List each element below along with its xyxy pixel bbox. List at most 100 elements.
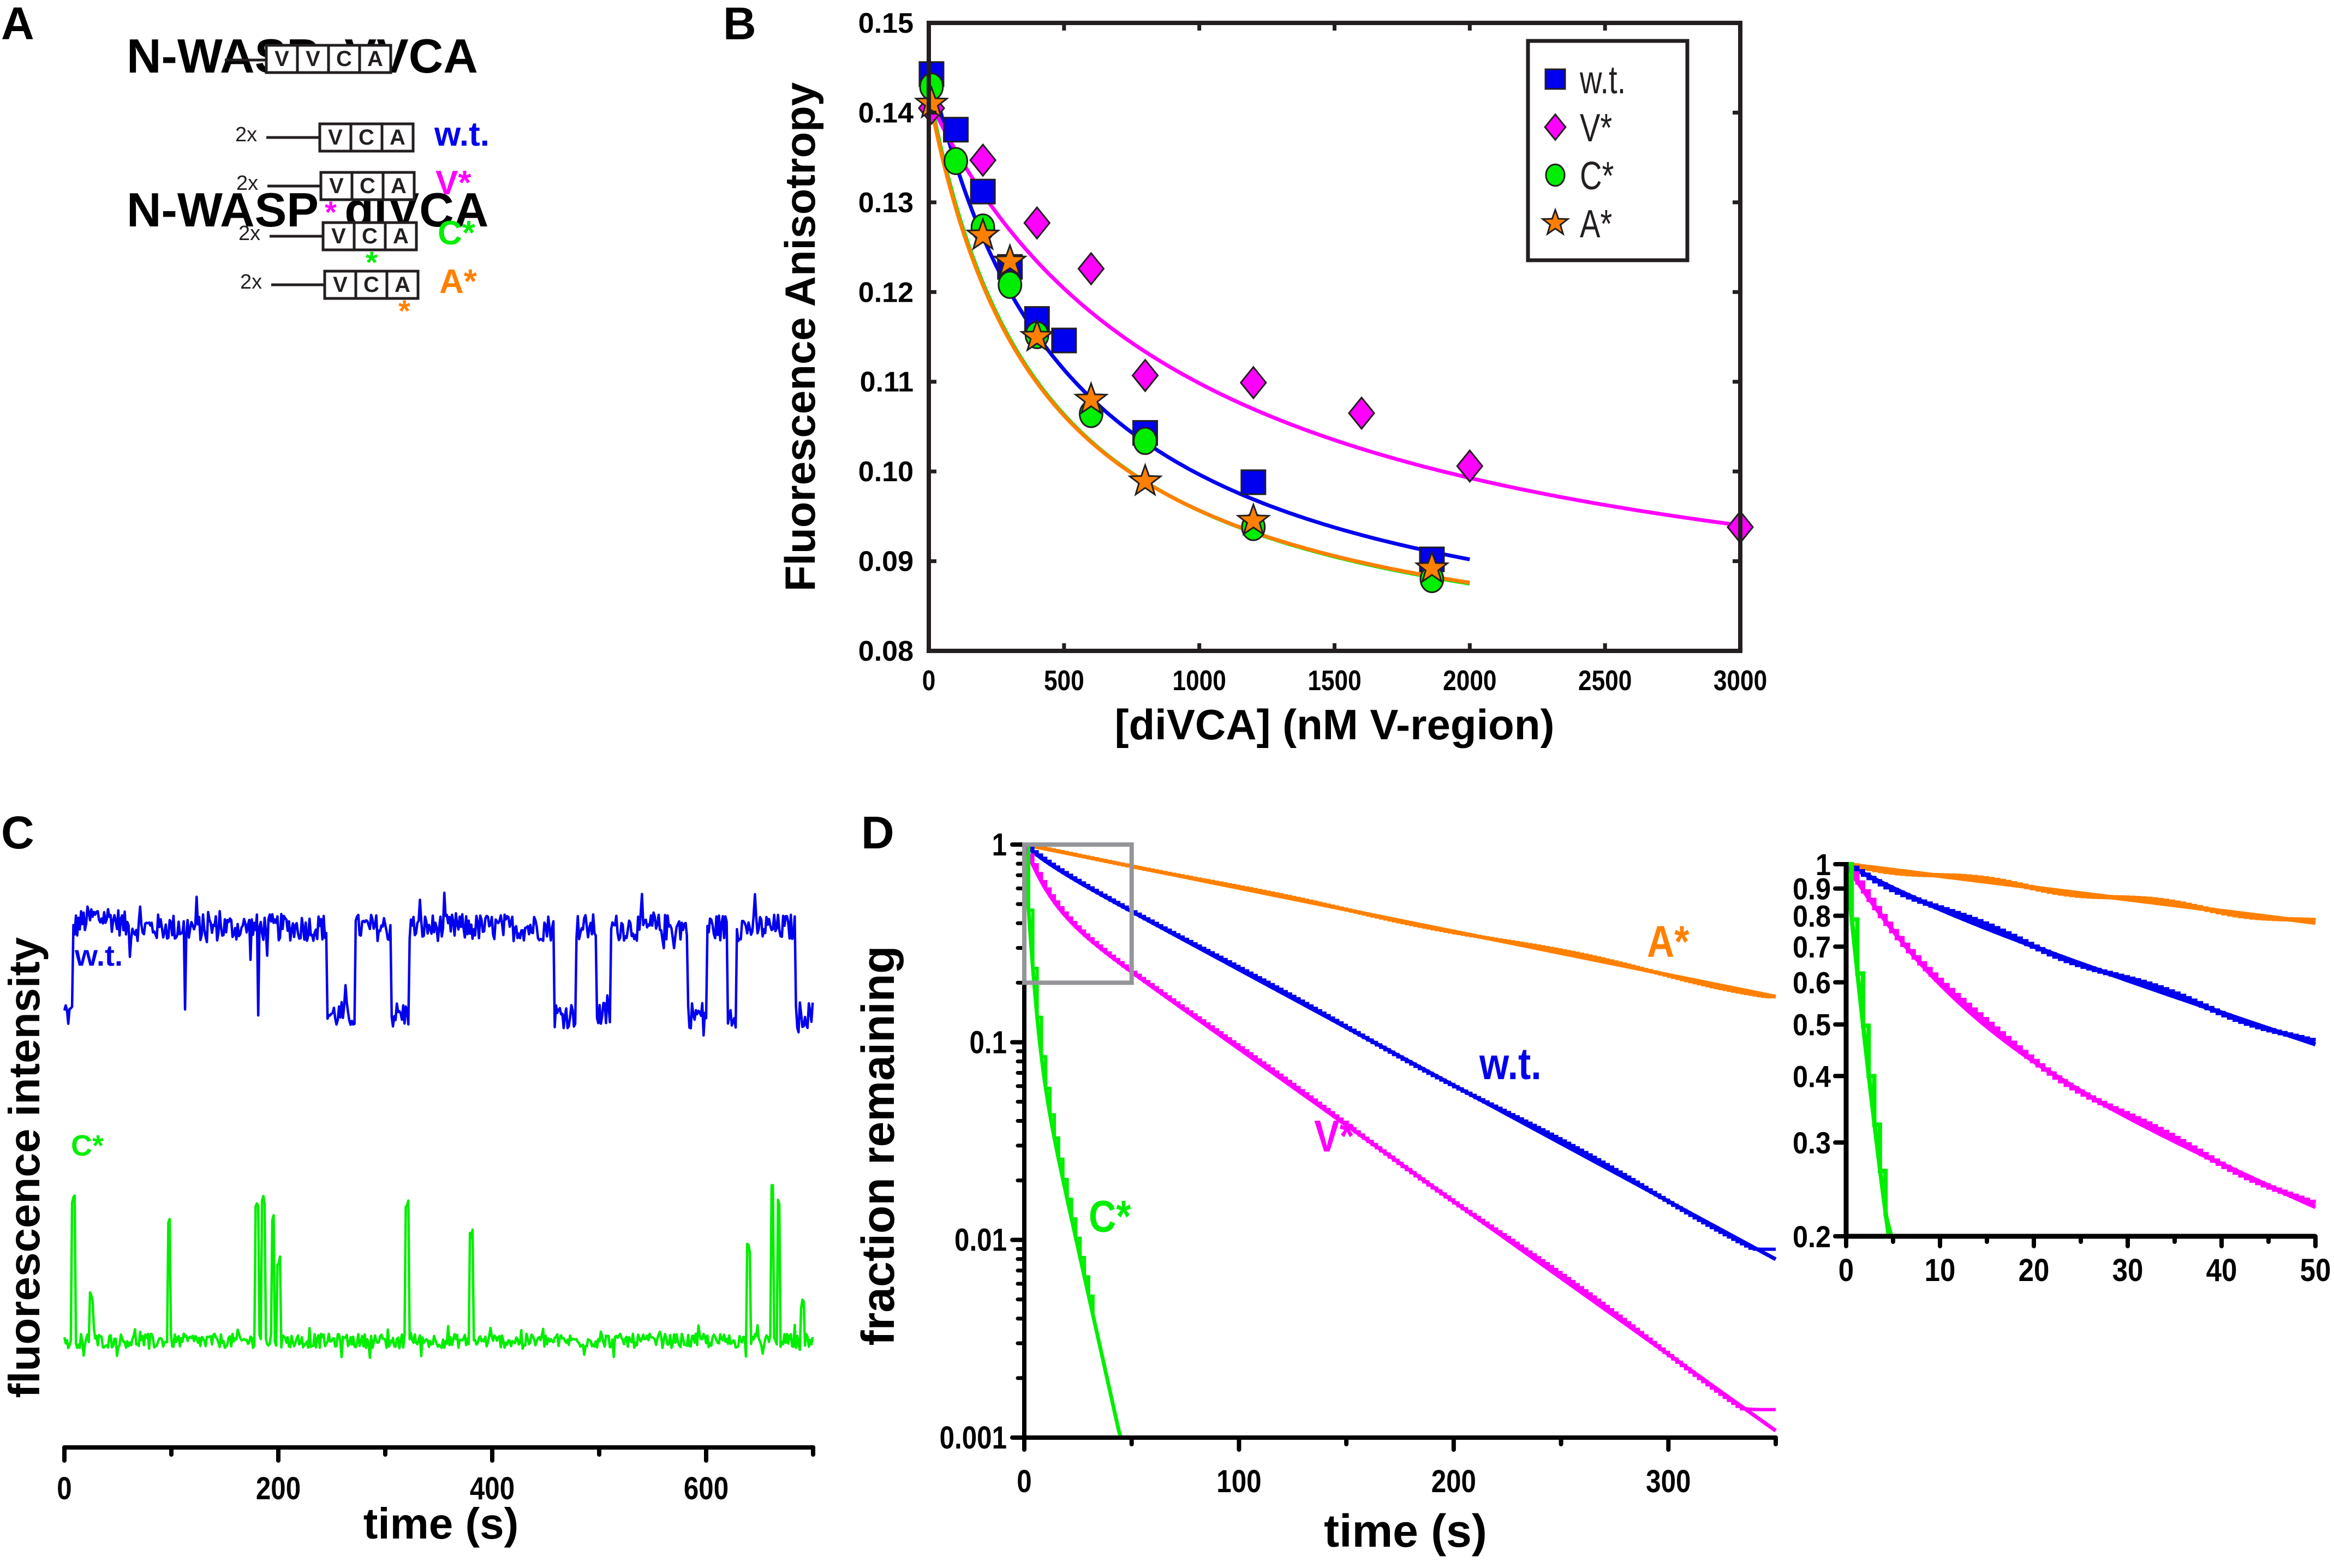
- panel-b-anisotropy-chart: 0 500 1000 1500 2000 2500 3000 0.08 0.09 0.10 0.11…: [776, 8, 1767, 749]
- domain-label: A: [395, 273, 410, 297]
- domain-box-c: [327, 44, 361, 74]
- legend-label: A*: [1580, 202, 1612, 246]
- x-tick-label: 200: [1431, 1464, 1476, 1499]
- y-tick-label: 0.12: [858, 277, 914, 308]
- trace-labels: w.t. C*: [71, 939, 123, 1162]
- x-tick-label: 500: [1044, 665, 1084, 697]
- domain-box-a: [384, 221, 418, 252]
- inset-x-tick-label: 40: [2206, 1253, 2237, 1288]
- data-point-wt: [943, 117, 969, 143]
- fit-curve-a: [927, 94, 1470, 585]
- data-staircase-wt: [1024, 843, 1776, 1251]
- decay-curves: [1022, 842, 1777, 1439]
- x-tick-label: 0: [57, 1471, 71, 1506]
- panel-c-intensity-traces: 0 200 400 600 fluorescence intensity time (…: [0, 891, 815, 1548]
- series-label-a: A*: [1647, 917, 1690, 967]
- domain-box-v: [296, 44, 330, 74]
- y-tick-label: 0.15: [858, 8, 914, 39]
- domain-box-a: [385, 270, 420, 300]
- inset-y-tick-label: 0.9: [1793, 872, 1831, 906]
- series-label-v: V*: [1314, 1111, 1354, 1162]
- x-axis-label: time (s): [1324, 1505, 1487, 1557]
- x-tick-label: 200: [256, 1471, 301, 1506]
- marker-circle: [1545, 163, 1566, 187]
- x-tick-label: 300: [1646, 1464, 1691, 1499]
- variant-label: A*: [439, 263, 477, 301]
- variant-label: V*: [435, 164, 471, 202]
- x-axis: 0 200 400 600: [57, 1445, 815, 1506]
- y-tick-label: 0.14: [858, 97, 914, 129]
- fit-curve-v: [927, 98, 1741, 528]
- y-axis-label: Fluorescence Anisotropy: [776, 82, 824, 591]
- inset-x-tick-label: 30: [2112, 1253, 2144, 1288]
- copy-number-label: 2x: [240, 271, 262, 294]
- data-staircase-v: [1024, 843, 1776, 1411]
- domain-box-v: [318, 122, 353, 153]
- legend-item: A*: [1540, 202, 1612, 246]
- x-axis-label: [diVCA] (nM V-region): [1115, 701, 1555, 749]
- inset-y-tick-label: 0.2: [1793, 1220, 1831, 1254]
- x-tick-label: 400: [470, 1471, 515, 1506]
- domain-label: V: [328, 125, 343, 149]
- data-point-a: [992, 243, 1028, 277]
- inset-chart: 0 10 20 30 40 50 0.2 0.3 0.4 0.5 0.60.70.80.91: [1793, 848, 2331, 1288]
- domain-label: C: [336, 47, 352, 71]
- copy-number-label: 2x: [238, 222, 260, 245]
- y-tick-label: 0.13: [858, 187, 914, 219]
- inset-x-tick-label: 10: [1925, 1253, 1956, 1288]
- construct-row-v: 2x V C A V* *: [236, 164, 471, 229]
- data-point-wt: [1051, 327, 1077, 354]
- marker-square: [1544, 68, 1566, 90]
- fit-line-c: [1022, 844, 1123, 1439]
- y-tick-label: 0.01: [954, 1223, 1007, 1258]
- domain-box-a: [358, 44, 392, 74]
- legend-item: V*: [1544, 106, 1612, 150]
- data-point-v: [969, 143, 997, 177]
- series-labels: A* w.t. V* C*: [1089, 917, 1690, 1242]
- data-point-a: [1019, 318, 1055, 352]
- data-point-v: [1456, 449, 1484, 483]
- legend-label: V*: [1580, 106, 1612, 149]
- data-point-v: [1239, 366, 1267, 400]
- mutation-asterisk: *: [398, 294, 410, 328]
- legend-label: C*: [1580, 154, 1614, 198]
- trace-cstar: [63, 1184, 814, 1359]
- domain-label: V: [274, 47, 289, 71]
- axis-ticks: 0 500 1000 1500 2000 2500 3000 0.08 0.09 0.10 0.11…: [858, 8, 1767, 697]
- marker-star: [1540, 207, 1571, 236]
- marker-diamond: [1544, 113, 1567, 141]
- inset-y-tick-label: 0.7: [1793, 931, 1831, 965]
- data-point-v: [1023, 206, 1051, 240]
- inset-y-tick-label: 0.6: [1793, 966, 1831, 1000]
- data-point-a: [1414, 549, 1450, 584]
- zoom-region-box: [1022, 842, 1134, 985]
- data-point-wt: [970, 178, 996, 205]
- variant-label: w.t.: [434, 116, 490, 153]
- inset-fit-wt: [1845, 862, 2317, 1046]
- domain-label: V: [329, 174, 344, 198]
- inset-x-tick-label: 50: [2300, 1253, 2331, 1288]
- x-tick-label: 0: [922, 665, 936, 697]
- legend-label: w.t.: [1579, 58, 1626, 101]
- mutation-asterisk: *: [325, 195, 337, 229]
- inset-x-tick-label: 0: [1838, 1253, 1854, 1288]
- panel-label-a: A: [1, 0, 34, 49]
- domain-box-a: [380, 122, 415, 153]
- domain-label: A: [391, 174, 407, 198]
- data-point-a: [1127, 463, 1163, 496]
- domain-box-c: [350, 171, 385, 201]
- data-point-wt: [1240, 469, 1267, 495]
- data-point-v: [1348, 396, 1376, 430]
- inset-decay-curves: [1844, 862, 2317, 1238]
- x-tick-label: 100: [1216, 1464, 1261, 1499]
- panel-label-d: D: [861, 807, 894, 858]
- y-tick-label: 0.11: [860, 367, 914, 398]
- data-point-c: [998, 271, 1023, 299]
- y-tick-label: 1: [992, 827, 1007, 863]
- legend: w.t. V* C*A*: [1526, 39, 1690, 262]
- data-point-a: [965, 217, 1001, 251]
